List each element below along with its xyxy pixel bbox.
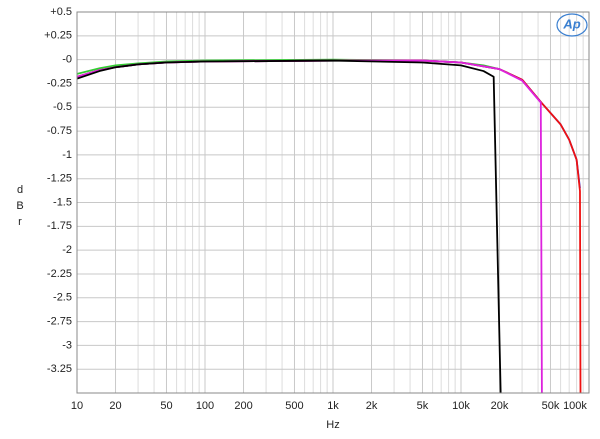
x-tick-label: 20k (491, 400, 509, 412)
x-tick-label: 50k (542, 400, 560, 412)
y-tick-label: -1.25 (47, 173, 72, 185)
y-tick-label: -1.75 (47, 220, 72, 232)
x-tick-label: 2k (366, 400, 378, 412)
plot-frame (76, 11, 590, 394)
y-tick-label: -0.75 (47, 125, 72, 137)
y-tick-label: -2.25 (47, 268, 72, 280)
y-tick-label: -2 (62, 244, 72, 256)
y-tick-label: -2.5 (53, 292, 72, 304)
x-tick-label: 100 (196, 400, 214, 412)
x-tick-label: 20 (109, 400, 121, 412)
y-tick-label: +0.25 (44, 30, 72, 42)
x-tick-label: 100k (563, 400, 587, 412)
y-tick-label: +0.5 (50, 6, 72, 18)
y-tick-label: -3 (62, 339, 72, 351)
line-layer (77, 58, 582, 393)
x-tick-label: 50 (160, 400, 172, 412)
grid-layer (76, 11, 590, 393)
x-tick-label: 10 (71, 400, 83, 412)
x-axis-label: Hz (326, 419, 339, 431)
x-tick-label: 5k (417, 400, 429, 412)
x-tick-label: 1k (327, 400, 339, 412)
y-tick-label: -3.25 (47, 363, 72, 375)
x-tick-label: 200 (234, 400, 252, 412)
series-line (77, 59, 581, 189)
logo: Ap (562, 16, 580, 31)
y-tick-label: -1 (62, 149, 72, 161)
y-tick-label: -0.25 (47, 77, 72, 89)
series-line (77, 59, 502, 393)
y-tick-label: -1.5 (53, 196, 72, 208)
logo-ring (556, 13, 588, 37)
x-tick-label: 500 (285, 400, 303, 412)
x-tick-label: 10k (452, 400, 470, 412)
y-tick-label: -2.75 (47, 315, 72, 327)
y-tick-label: -0 (62, 54, 72, 66)
y-tick-label: -0.5 (53, 101, 72, 113)
